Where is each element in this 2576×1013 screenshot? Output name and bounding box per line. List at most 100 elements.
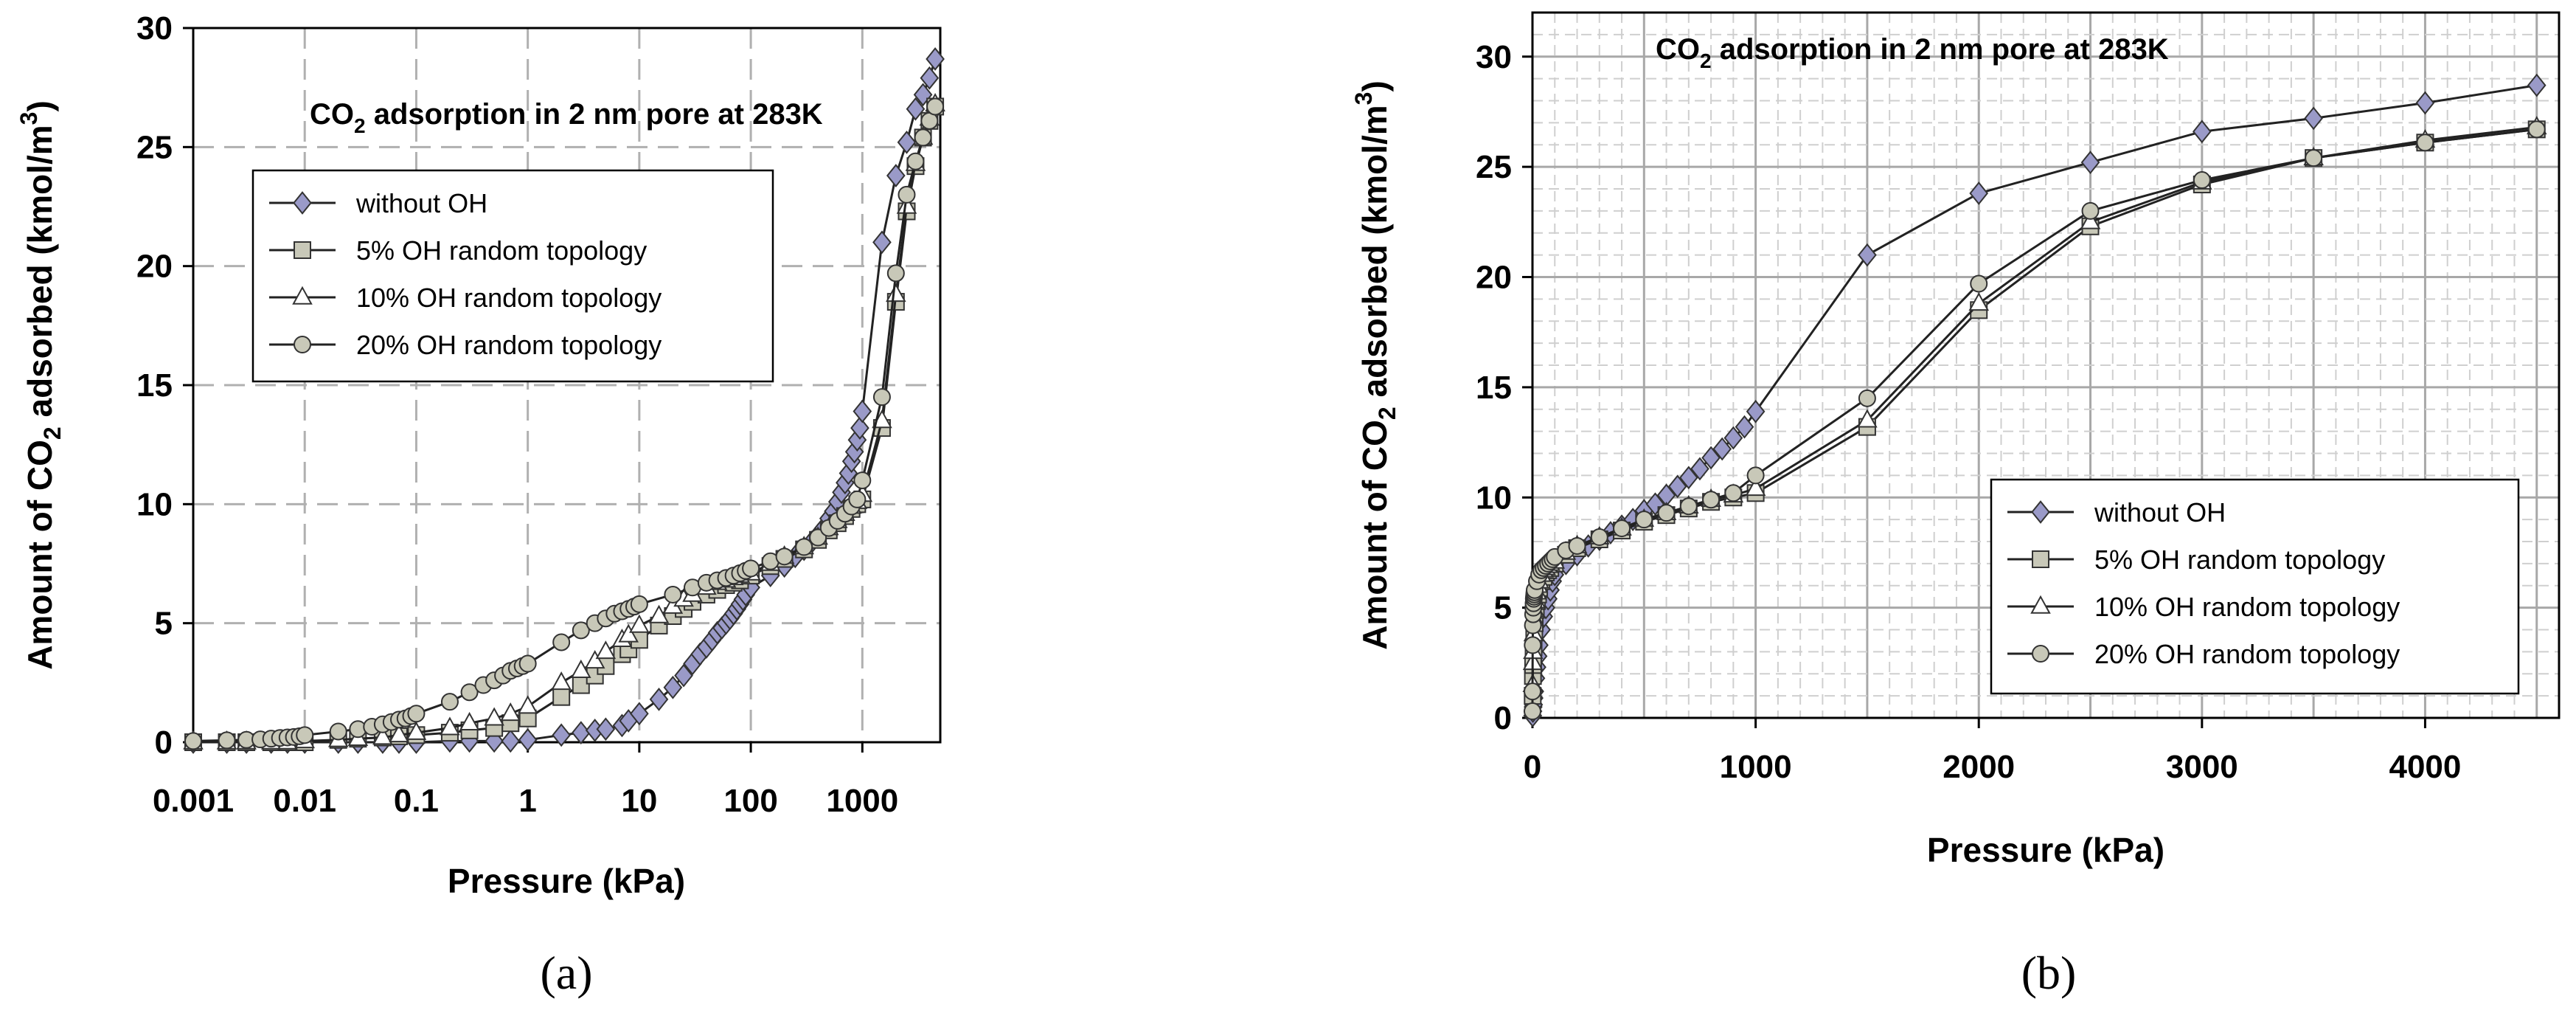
x-tick-label: 1 (518, 783, 536, 819)
x-tick-label: 1000 (1720, 749, 1792, 785)
data-point (775, 547, 794, 566)
data-point (630, 595, 648, 613)
data-point (1568, 536, 1586, 555)
legend-marker (294, 241, 311, 259)
data-point (484, 707, 504, 726)
data-point (440, 716, 460, 736)
data-point (1702, 491, 1721, 509)
data-point (1969, 181, 1989, 205)
x-axis-title: Pressure (kPa) (448, 862, 685, 900)
data-point (1858, 243, 1877, 267)
data-point (1735, 415, 1754, 439)
axis-ticks: 0 5 10 15 20 25 30 0.001 0.01 0.1 1 10 100 1000 (136, 10, 898, 819)
data-point (914, 128, 932, 147)
data-point (1635, 511, 1653, 529)
data-point (906, 97, 926, 121)
legend-label: 10% OH random topology (2094, 592, 2400, 622)
data-point (2081, 201, 2100, 220)
data-point (872, 230, 892, 255)
x-tick-label: 10 (621, 783, 657, 819)
data-point (2527, 120, 2546, 139)
legend-label: 10% OH random topology (356, 283, 662, 313)
data-point (1970, 274, 1988, 293)
data-point (2192, 120, 2212, 144)
data-point (1968, 292, 1990, 311)
x-tick-label: 0.01 (273, 783, 336, 819)
legend-marker (2032, 550, 2049, 568)
data-point (296, 726, 314, 744)
chart-panel-a: 0 5 10 15 20 25 30 0.001 0.01 0.1 1 10 100 1000 Pressu… (15, 10, 945, 900)
axis-ticks: 0 5 10 15 20 25 30 0 1000 2000 3000 4000 (1476, 39, 2461, 785)
data-point (2415, 91, 2435, 115)
data-point (518, 654, 537, 673)
data-point (853, 471, 872, 490)
chart-title-part: CO (310, 98, 354, 131)
y-tick-label: 10 (1476, 480, 1512, 516)
y-tick-label: 5 (1494, 590, 1512, 626)
y-tick-label: 30 (1476, 39, 1512, 75)
chart-title-part: 2 (1700, 49, 1712, 72)
data-point (872, 388, 891, 407)
data-point (618, 623, 639, 643)
data-point (742, 559, 760, 578)
y-tick-label: 20 (136, 249, 173, 285)
data-point (372, 726, 393, 745)
data-point (2193, 171, 2211, 190)
data-point (459, 711, 480, 730)
data-point (926, 47, 945, 71)
data-point (551, 671, 572, 691)
y-tick-label: 20 (1476, 260, 1512, 296)
y-axis-title-part: Amount of CO (1355, 420, 1394, 650)
chart-title: CO2 adsorption in 2 nm pore at 283K (1656, 33, 2169, 72)
series-20-oh-random-topology (184, 97, 945, 750)
y-axis-title-part: adsorbed (kmol/m (21, 125, 59, 426)
data-point (460, 683, 479, 702)
y-tick-label: 0 (1494, 700, 1512, 736)
legend-marker (2031, 500, 2050, 524)
data-point (1723, 426, 1743, 450)
y-axis-title-part: ) (1355, 80, 1394, 91)
legend-label: 5% OH random topology (356, 235, 647, 266)
data-point (595, 640, 617, 660)
data-point (2527, 73, 2547, 97)
legend-marker (2030, 595, 2051, 614)
y-axis-title-part: Amount of CO (21, 440, 59, 670)
x-tick-label: 1000 (826, 783, 898, 819)
data-point (898, 185, 916, 204)
data-point (518, 727, 538, 752)
y-tick-label: 15 (1476, 370, 1512, 406)
y-axis-title-part: 2 (1374, 407, 1400, 420)
data-point (218, 731, 236, 750)
legend-label: 5% OH random topology (2094, 544, 2385, 575)
data-point (2080, 151, 2100, 175)
data-point (648, 604, 670, 623)
data-point (795, 538, 813, 556)
data-point (1678, 466, 1698, 490)
data-point (572, 621, 590, 640)
data-point (1613, 519, 1631, 538)
y-axis-title-part: adsorbed (kmol/m (1355, 105, 1394, 407)
legend-label: 20% OH random topology (356, 330, 662, 360)
data-point (886, 283, 906, 302)
legend-marker (292, 286, 313, 305)
data-point (1524, 682, 1542, 701)
data-point (1690, 457, 1709, 481)
data-point (596, 717, 616, 741)
data-point (1701, 446, 1721, 470)
y-tick-label: 0 (155, 725, 173, 761)
data-point (630, 702, 649, 726)
data-point (552, 633, 571, 651)
x-tick-label: 100 (723, 783, 777, 819)
data-point (1724, 484, 1743, 502)
data-point (500, 702, 521, 722)
legend-label: without OH (2094, 497, 2226, 528)
y-tick-label: 25 (1476, 149, 1512, 185)
data-point (2304, 106, 2323, 131)
data-point (897, 130, 917, 154)
data-point (1857, 409, 1878, 428)
data-point (886, 164, 906, 187)
data-point (1746, 399, 1766, 423)
y-axis-title-part: 2 (39, 426, 66, 440)
data-point (584, 650, 605, 669)
legend-label: without OH (355, 188, 487, 218)
